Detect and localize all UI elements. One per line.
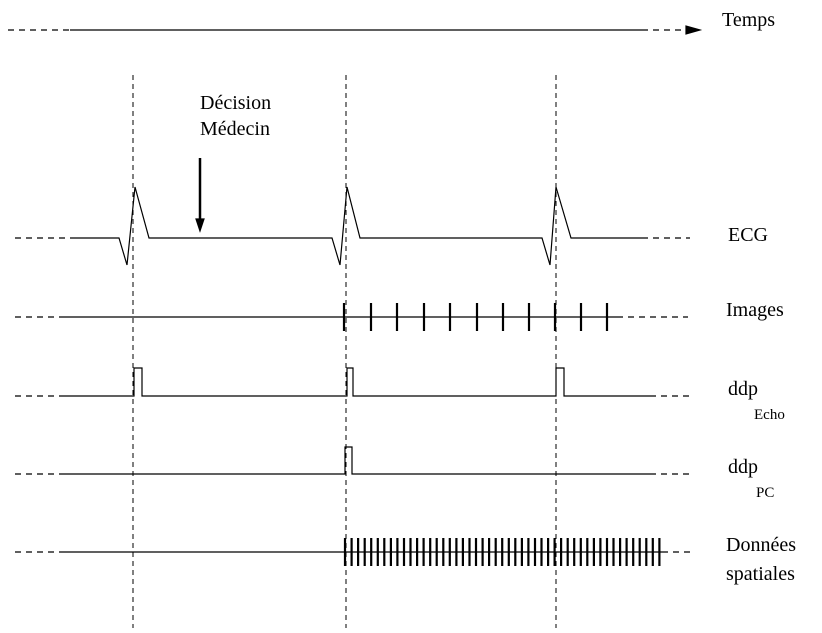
decision-label-line2: Médecin — [200, 118, 270, 140]
ddp-echo-subscript: Echo — [754, 407, 785, 423]
ddp-echo-label: ddp — [728, 378, 758, 400]
spatial-data-label-line2: spatiales — [726, 563, 795, 585]
ddp-pc-subscript: PC — [756, 485, 775, 501]
decision-label-line1: Décision — [200, 92, 272, 114]
decision-arrowhead — [195, 218, 205, 233]
ddp-echo-trace — [62, 367, 650, 397]
ecg-label: ECG — [728, 224, 768, 246]
images-label: Images — [726, 299, 784, 321]
time-label: Temps — [722, 9, 776, 31]
ddp-pc-label: ddp — [728, 456, 758, 478]
ddp-pc-trace — [62, 446, 650, 475]
spatial-data-label-line1: Données — [726, 534, 796, 556]
ecg-trace — [72, 186, 642, 266]
time-axis-arrowhead — [685, 25, 703, 35]
